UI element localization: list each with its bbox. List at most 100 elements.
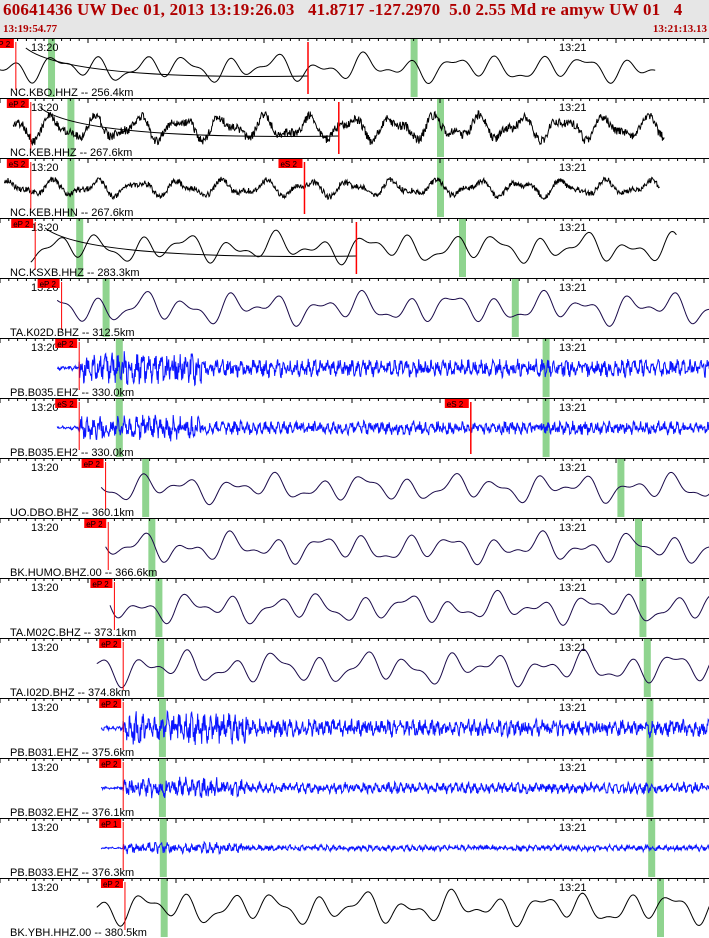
- waveform-line: [100, 776, 709, 799]
- minute-tick-label: 13:20: [31, 342, 59, 354]
- trace-panel: 13:20 13:21 eP 2 TA.I02D.BHZ -- 374.8km: [0, 638, 709, 699]
- phase-marker-band: [646, 699, 654, 757]
- p-pick-label: eP 2: [101, 640, 118, 649]
- s-pick-flag: [278, 159, 303, 168]
- waveform-line: [3, 176, 660, 201]
- trace-panel: 13:20 13:21 eP 2 NC.KBO.HHZ -- 256.4km: [0, 38, 709, 99]
- phase-marker-band: [142, 459, 150, 517]
- minute-tick-label: 13:20: [31, 642, 59, 654]
- minute-tick-label: 13:20: [31, 42, 59, 54]
- phase-marker-band: [639, 579, 647, 637]
- minute-tick-label: 13:21: [559, 522, 587, 534]
- minute-tick-label: 13:20: [31, 222, 59, 234]
- phase-marker-band: [102, 279, 110, 337]
- minute-tick-label: 13:21: [559, 702, 587, 714]
- phase-marker-band: [657, 879, 664, 937]
- s-pick-label: eS 2: [447, 400, 464, 409]
- phase-marker-band: [48, 39, 56, 97]
- station-label: PB.B032.EHZ -- 376.1km: [10, 807, 134, 819]
- station-label: TA.M02C.BHZ -- 373.1km: [10, 627, 136, 639]
- trace-panel: 13:20 13:21 eP 2 BK.YBH.HHZ.00 -- 380.5km: [0, 878, 709, 938]
- station-label: UO.DBO.BHZ -- 360.1km: [10, 507, 134, 519]
- p-pick-label: eP 2: [0, 40, 11, 49]
- station-label: NC.KBO.HHZ -- 256.4km: [10, 87, 133, 99]
- p-pick-label: eP 1: [101, 820, 118, 829]
- p-pick-label: eP 2: [92, 580, 109, 589]
- station-label: BK.YBH.HHZ.00 -- 380.5km: [10, 927, 147, 938]
- coda-fit-curve: [44, 227, 357, 257]
- p-pick-label: eP 2: [86, 520, 103, 529]
- minute-tick-label: 13:21: [559, 762, 587, 774]
- phase-marker-band: [148, 519, 156, 577]
- minute-tick-label: 13:21: [559, 462, 587, 474]
- waveform-line: [100, 840, 709, 856]
- p-pick-flag: [6, 159, 29, 168]
- phase-marker-band: [617, 459, 625, 517]
- minute-tick-label: 13:20: [31, 162, 59, 174]
- minute-tick-label: 13:20: [31, 762, 59, 774]
- p-pick-label: eP 2: [101, 760, 118, 769]
- minute-tick-label: 13:21: [559, 222, 587, 234]
- waveform-line: [105, 530, 709, 566]
- p-pick-flag: [6, 99, 29, 108]
- p-pick-label: eS 2: [57, 400, 74, 409]
- waveform-line: [0, 51, 656, 85]
- trace-panel: 13:20 13:21 eS 2 eS 2 PB.B035.EH2 -- 330.0km: [0, 398, 709, 459]
- waveform-line: [109, 589, 709, 626]
- p-pick-label: eP 2: [57, 340, 74, 349]
- minute-tick-label: 13:21: [559, 162, 587, 174]
- minute-tick-label: 13:20: [31, 882, 59, 894]
- station-label: PB.B031.EHZ -- 375.6km: [10, 747, 134, 759]
- minute-tick-label: 13:20: [31, 822, 59, 834]
- phase-marker-band: [67, 159, 75, 217]
- p-pick-label: eP 2: [101, 700, 118, 709]
- s-pick-label: eS 2: [280, 160, 297, 169]
- station-label: PB.B035.EH2 -- 330.0km: [10, 447, 134, 459]
- minute-tick-label: 13:21: [559, 822, 587, 834]
- phase-marker-band: [67, 99, 75, 157]
- coda-fit-curve: [40, 107, 339, 137]
- phase-marker-band: [155, 579, 163, 637]
- trace-panel: 13:20 13:21 eP 1 PB.B033.EHZ -- 376.3km: [0, 818, 709, 879]
- phase-marker-band: [410, 39, 418, 97]
- p-pick-flag: [84, 519, 107, 528]
- phase-marker-band: [635, 519, 642, 577]
- station-label: PB.B033.EHZ -- 376.3km: [10, 867, 134, 879]
- phase-marker-band: [160, 879, 168, 937]
- p-pick-flag: [0, 39, 14, 48]
- minute-tick-label: 13:21: [559, 102, 587, 114]
- p-pick-label: eP 2: [84, 460, 101, 469]
- minute-tick-label: 13:21: [559, 342, 587, 354]
- waveform-line: [56, 351, 709, 387]
- station-label: BK.HUMO.BHZ.00 -- 366.6km: [10, 567, 157, 579]
- event-title: 60641436 UW Dec 01, 2013 13:19:26.03 41.…: [3, 0, 683, 19]
- p-pick-flag: [99, 759, 122, 768]
- event-header: 60641436 UW Dec 01, 2013 13:19:26.03 41.…: [0, 0, 709, 38]
- p-pick-flag: [81, 459, 104, 468]
- minute-tick-label: 13:20: [31, 702, 59, 714]
- phase-marker-band: [158, 699, 166, 757]
- p-pick-flag: [55, 399, 78, 408]
- station-label: NC.KEB.HHN -- 267.6km: [10, 207, 133, 219]
- station-label: NC.KEB.HHZ -- 267.6km: [10, 147, 132, 159]
- minute-tick-label: 13:21: [559, 42, 587, 54]
- p-pick-label: eP 2: [13, 220, 30, 229]
- waveform-line: [96, 888, 709, 928]
- trace-panel: 13:20 13:21 eP 2 NC.KSXB.HHZ -- 283.3km: [0, 218, 709, 279]
- trace-panel: 13:20 13:21 eP 2 TA.M02C.BHZ -- 373.1km: [0, 578, 709, 639]
- station-label: NC.KSXB.HHZ -- 283.3km: [10, 267, 140, 279]
- station-label: TA.I02D.BHZ -- 374.8km: [10, 687, 130, 699]
- p-pick-flag: [37, 279, 60, 288]
- coda-fit-curve: [25, 47, 309, 77]
- phase-marker-band: [437, 159, 444, 217]
- window-start-time: 13:19:54.77: [3, 23, 58, 35]
- station-label: PB.B035.EHZ -- 330.0km: [10, 387, 134, 399]
- phase-marker-band: [542, 339, 550, 397]
- minute-tick-label: 13:20: [31, 402, 59, 414]
- phase-marker-band: [76, 219, 84, 277]
- waveform-line: [100, 709, 709, 746]
- waveform-line: [30, 229, 677, 266]
- trace-panel: 13:20 13:21 eP 2 PB.B032.EHZ -- 376.1km: [0, 758, 709, 819]
- p-pick-label: eP 2: [103, 880, 120, 889]
